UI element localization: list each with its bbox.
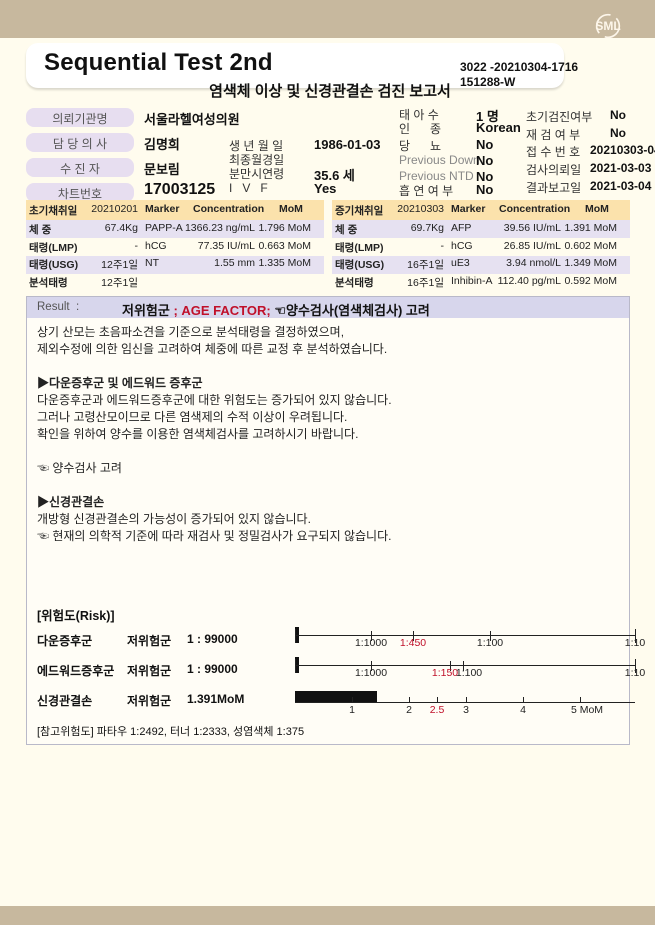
svg-text:SML: SML	[595, 19, 620, 33]
